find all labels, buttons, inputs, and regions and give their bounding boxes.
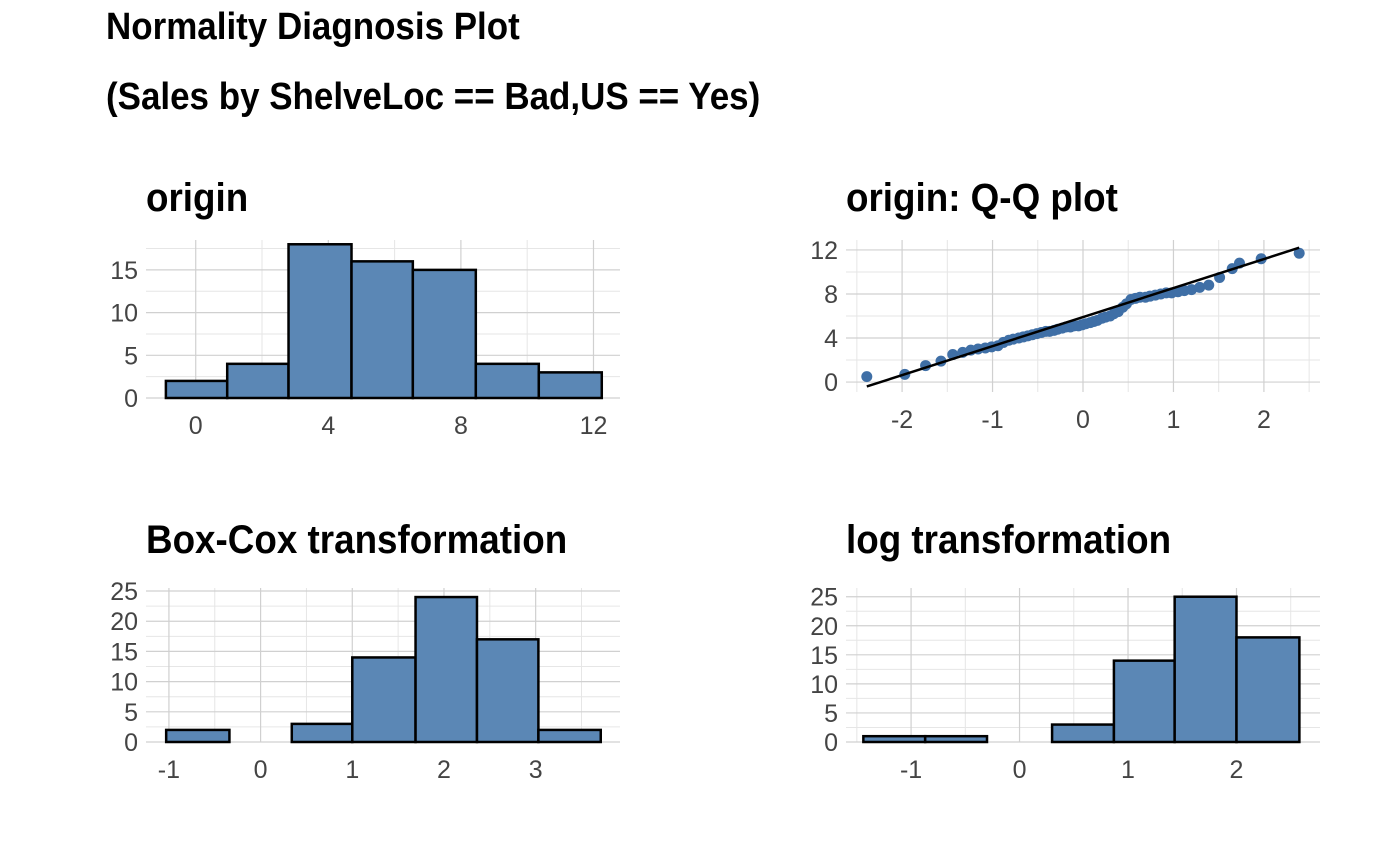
panel-4-y-tick-label: 25 — [810, 584, 838, 612]
panel-2-y-tick-label: 0 — [824, 369, 838, 397]
panel-2-x-tick-label: -1 — [981, 406, 1003, 434]
panel-title-origin: origin — [146, 176, 249, 220]
panel-2-y-tick-label: 4 — [824, 325, 838, 353]
panel-title-log: log transformation — [846, 518, 1172, 562]
panel-2-x-tick-label: 1 — [1167, 406, 1181, 434]
panel-2-x-tick-label: 2 — [1257, 406, 1271, 434]
panel-4-y-tick-label: 10 — [810, 671, 838, 699]
panel-2-qq-reference-line — [866, 246, 1300, 388]
panel-4-y-tick-label: 20 — [810, 613, 838, 641]
panel-1-y-tick-label: 15 — [110, 257, 138, 285]
panel-1-x-tick-label: 8 — [454, 412, 468, 440]
panel-3-y-tick-label: 15 — [110, 638, 138, 666]
panel-1-histogram-bar — [287, 243, 353, 400]
panel-3-y-tick-label: 5 — [124, 699, 138, 727]
panel-3-histogram-bar — [475, 638, 540, 744]
panel-1-histogram-bar — [350, 260, 415, 400]
panel-4-x-tick-label: 1 — [1121, 756, 1135, 784]
panel-4-x-tick-label: -1 — [900, 756, 922, 784]
panel-4-histogram-bar — [1112, 659, 1176, 744]
panel-1-histogram-bar — [164, 379, 229, 400]
panel-3-histogram-bar — [290, 722, 354, 744]
figure-subtitle: (Sales by ShelveLoc == Bad,US == Yes) — [106, 76, 761, 118]
panel-3-y-tick-label: 10 — [110, 669, 138, 697]
panel-1-x-tick-label: 4 — [321, 412, 335, 440]
panel-title-qq: origin: Q-Q plot — [846, 176, 1118, 220]
panel-1-y-tick-label: 0 — [124, 385, 138, 413]
panel-4-x-tick-label: 2 — [1230, 756, 1244, 784]
panel-3-histogram-bar — [164, 728, 231, 744]
panel-4-histogram-bar — [1235, 636, 1301, 744]
panel-1-x-tick-label: 12 — [580, 412, 608, 440]
panel-1-x-tick-label: 0 — [189, 412, 203, 440]
panel-2-x-tick-label: 0 — [1076, 406, 1090, 434]
panel-2-qq-point — [1293, 247, 1305, 259]
panel-2-x-tick-label: -2 — [891, 406, 913, 434]
panel-2-y-tick-label: 12 — [810, 237, 838, 265]
panel-3-histogram-bar — [414, 595, 479, 744]
panel-2-qq-point — [861, 371, 873, 383]
panel-3-histogram-bar — [351, 656, 417, 744]
panel-4-y-tick-label: 0 — [824, 729, 838, 757]
panel-1-histogram-bar — [411, 268, 478, 400]
panel-3-y-tick-label: 0 — [124, 729, 138, 757]
panel-3-y-tick-label: 25 — [110, 578, 138, 606]
panel-3-x-tick-label: 2 — [437, 756, 451, 784]
panel-3-x-tick-label: 3 — [529, 756, 543, 784]
panel-4-y-tick-label: 15 — [810, 642, 838, 670]
panel-4-x-tick-label: 0 — [1013, 756, 1027, 784]
panel-3-x-tick-label: -1 — [158, 756, 180, 784]
panel-3-histogram-bar — [537, 728, 602, 744]
panel-2-y-tick-label: 8 — [824, 281, 838, 309]
panel-2-qq-point — [1203, 279, 1215, 291]
panel-3-x-tick-label: 1 — [345, 756, 359, 784]
panel-1-y-tick-label: 5 — [124, 342, 138, 370]
panel-4-histogram-bar — [1173, 595, 1238, 744]
panel-2-qq-point — [1194, 281, 1206, 293]
panel-4-histogram-bar — [1050, 723, 1116, 744]
figure-title: Normality Diagnosis Plot — [106, 6, 520, 48]
panel-1-y-tick-label: 10 — [110, 300, 138, 328]
panel-title-boxcox: Box-Cox transformation — [146, 518, 568, 562]
panel-4-y-tick-label: 5 — [824, 700, 838, 728]
panel-1-histogram-bar — [225, 362, 290, 400]
panel-4-histogram-bar — [923, 734, 989, 744]
panel-3-x-tick-label: 0 — [254, 756, 268, 784]
panel-4-histogram-bar — [862, 734, 927, 744]
panel-1-histogram-bar — [537, 371, 604, 400]
panel-1-histogram-bar — [474, 362, 541, 400]
panel-3-y-tick-label: 20 — [110, 608, 138, 636]
